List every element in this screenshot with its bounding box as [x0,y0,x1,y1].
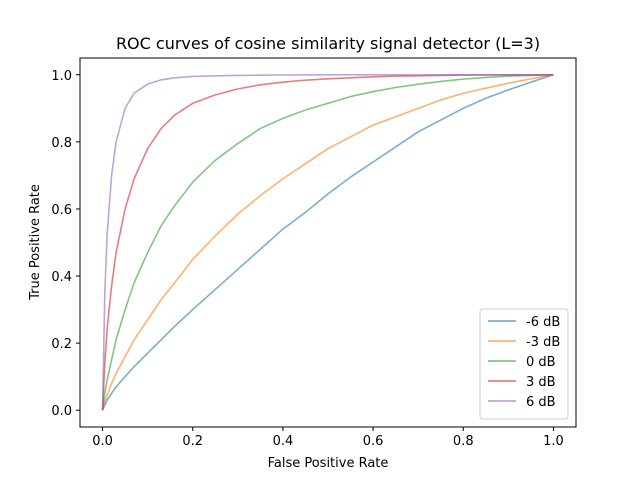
y-tick-label: 0.0 [51,404,72,419]
legend-label: 3 dB [526,375,556,390]
y-tick-label: 0.4 [51,270,72,285]
x-tick-label: 0.6 [363,434,384,449]
x-tick-label: 0.4 [273,434,294,449]
legend: -6 dB -3 dB 0 dB 3 dB 6 dB [479,308,569,420]
y-tick-label: 0.8 [51,136,72,151]
legend-label: -3 dB [526,335,560,350]
legend-label: -6 dB [526,315,560,330]
legend-label: 6 dB [526,395,556,410]
plot-frame [79,57,577,428]
y-tick-label: 1.0 [51,69,72,84]
x-tick-label: 1.0 [543,434,564,449]
plot-area [101,73,554,411]
x-tick-label: 0.2 [182,434,203,449]
x-tick-label: 0.0 [92,434,113,449]
y-axis-ticks: 0.0 0.2 0.4 0.6 0.8 1.0 [51,69,80,419]
x-tick-label: 0.8 [453,434,474,449]
chart-title: ROC curves of cosine similarity signal d… [116,34,540,53]
x-axis-ticks: 0.0 0.2 0.4 0.6 0.8 1.0 [92,427,564,449]
y-axis-label: True Positive Rate [28,184,43,301]
legend-box [479,308,569,420]
series-line-0 [101,74,554,411]
series-line-2 [101,73,554,411]
x-axis-label: False Positive Rate [268,456,389,471]
series-line-4 [101,73,554,411]
y-tick-label: 0.6 [51,203,72,218]
series-line-1 [101,73,554,411]
legend-label: 0 dB [526,355,556,370]
y-tick-label: 0.2 [51,337,72,352]
